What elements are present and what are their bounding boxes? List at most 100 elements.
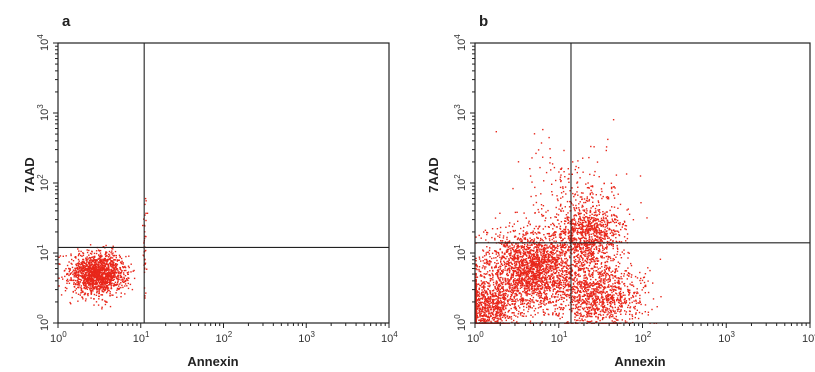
data-point <box>550 223 552 226</box>
data-point <box>98 290 100 292</box>
data-point <box>551 269 553 272</box>
data-point <box>77 276 79 279</box>
data-point <box>558 283 560 285</box>
data-point <box>521 283 523 285</box>
data-point <box>483 262 485 264</box>
data-point <box>512 276 514 278</box>
data-point <box>545 260 547 263</box>
data-point <box>123 281 125 283</box>
data-point <box>538 297 541 299</box>
data-point <box>525 294 527 296</box>
data-point <box>522 265 524 267</box>
data-point <box>477 291 479 293</box>
data-point <box>113 283 115 285</box>
data-point <box>522 283 524 285</box>
data-point <box>509 299 511 301</box>
data-point <box>83 287 85 289</box>
data-point <box>530 299 532 301</box>
data-point <box>562 232 565 234</box>
data-point <box>91 280 93 282</box>
data-point <box>507 290 509 292</box>
data-point <box>91 273 93 275</box>
data-point <box>517 282 519 285</box>
data-point <box>541 282 543 285</box>
data-point <box>573 277 576 279</box>
data-point <box>525 262 527 264</box>
data-point <box>509 248 511 250</box>
data-point <box>519 298 521 301</box>
data-point <box>109 275 111 277</box>
data-point <box>475 302 477 305</box>
data-point <box>94 286 96 288</box>
data-point <box>108 253 110 255</box>
data-point <box>508 261 510 264</box>
data-point <box>82 276 85 278</box>
data-point <box>497 276 499 278</box>
data-point <box>564 294 567 297</box>
data-point <box>517 220 519 222</box>
data-point <box>539 232 541 234</box>
data-point <box>97 249 100 251</box>
data-point <box>488 310 490 312</box>
data-point <box>489 247 491 249</box>
data-point <box>493 267 496 269</box>
data-point <box>491 272 493 275</box>
data-point <box>74 289 76 292</box>
data-point <box>501 287 504 289</box>
data-point <box>482 265 484 267</box>
data-point <box>74 283 77 286</box>
data-point <box>534 307 537 310</box>
data-point <box>124 265 126 268</box>
data-point <box>124 280 127 283</box>
data-point <box>516 247 518 250</box>
data-point <box>101 306 103 308</box>
data-point <box>479 314 481 317</box>
data-point <box>115 263 117 265</box>
data-point <box>514 261 516 263</box>
data-point <box>486 233 488 236</box>
data-point <box>123 273 125 276</box>
data-point <box>551 295 553 297</box>
data-point <box>82 264 84 266</box>
data-point <box>117 274 119 277</box>
data-point <box>510 273 513 275</box>
data-point <box>501 305 504 307</box>
data-point <box>77 262 79 265</box>
data-point <box>91 268 94 270</box>
data-point <box>529 280 532 282</box>
data-point <box>521 239 523 241</box>
data-point <box>78 271 80 273</box>
data-point <box>479 275 482 277</box>
data-point <box>501 272 504 274</box>
data-point <box>75 292 77 294</box>
data-point <box>82 258 85 261</box>
data-point <box>523 234 525 236</box>
data-point <box>523 267 525 269</box>
data-point <box>489 261 491 263</box>
data-point <box>488 285 491 288</box>
data-point <box>504 269 506 271</box>
data-point <box>546 293 548 295</box>
data-point <box>574 298 576 300</box>
data-point <box>122 279 124 281</box>
data-point <box>530 294 533 297</box>
data-point <box>483 284 485 286</box>
data-point <box>484 276 486 279</box>
data-point <box>126 272 129 274</box>
data-point <box>551 243 553 245</box>
data-point <box>520 279 523 281</box>
data-point <box>122 286 124 289</box>
data-point <box>548 278 550 280</box>
data-point <box>75 263 77 266</box>
data-point <box>495 313 498 315</box>
data-point <box>535 270 537 273</box>
data-point <box>101 258 103 260</box>
data-point <box>88 254 90 256</box>
data-point <box>548 238 551 240</box>
data-point <box>549 281 551 284</box>
data-point <box>486 301 488 303</box>
data-point <box>529 244 531 246</box>
data-point <box>519 285 522 287</box>
data-point <box>571 292 573 294</box>
data-point <box>93 265 95 267</box>
